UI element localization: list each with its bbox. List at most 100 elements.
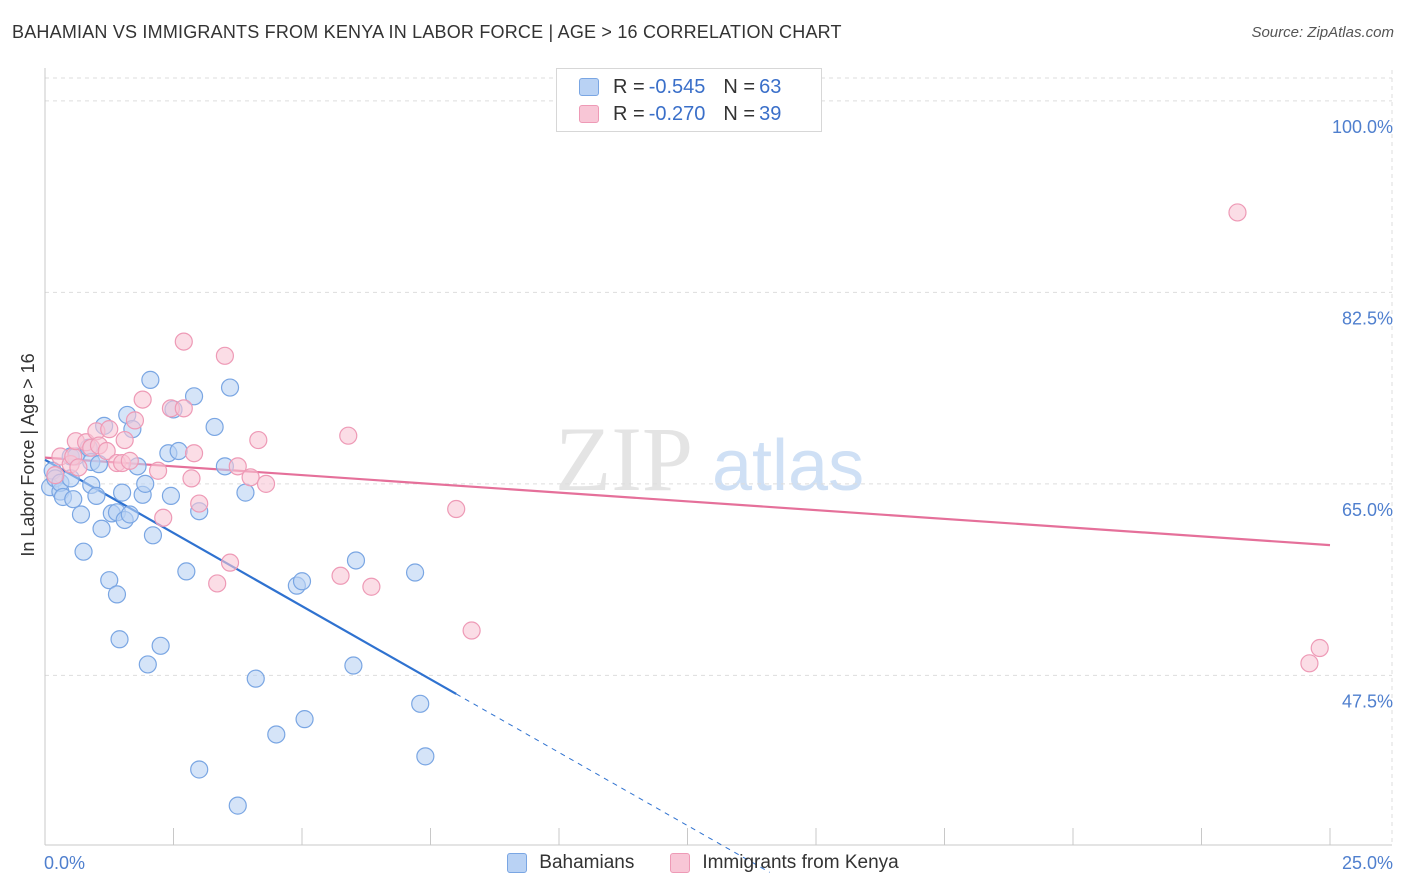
- point-bahamians: [344, 656, 363, 675]
- y-tick-label: 100.0%: [1332, 117, 1393, 137]
- point-bahamians: [143, 526, 163, 545]
- correlation-legend: R = -0.545 N = 63 R = -0.270 N = 39: [556, 68, 822, 132]
- point-kenya: [339, 426, 358, 445]
- point-kenya: [462, 621, 481, 640]
- point-kenya: [184, 444, 204, 463]
- point-bahamians: [87, 486, 106, 505]
- point-bahamians: [100, 571, 119, 590]
- point-kenya: [331, 566, 350, 585]
- r-value-kenya: -0.270: [648, 102, 706, 125]
- point-kenya: [208, 574, 227, 593]
- point-kenya: [220, 553, 240, 572]
- n-value-bahamians: 63: [759, 75, 782, 98]
- point-bahamians: [110, 630, 129, 649]
- point-kenya: [228, 457, 247, 476]
- legend-swatch-pink: [670, 853, 691, 873]
- y-tick-label: 82.5%: [1342, 308, 1393, 328]
- point-bahamians: [112, 483, 132, 502]
- point-bahamians: [161, 486, 181, 505]
- point-bahamians: [92, 519, 111, 538]
- point-kenya: [100, 420, 119, 439]
- point-bahamians: [71, 505, 91, 524]
- point-bahamians: [416, 747, 435, 766]
- point-bahamians: [74, 542, 93, 561]
- series-legend: Bahamians Immigrants from Kenya: [0, 852, 1406, 874]
- legend-item-bahamians[interactable]: Bahamians: [507, 852, 634, 874]
- r-label: R =: [613, 75, 645, 98]
- point-kenya: [241, 468, 260, 487]
- x-tick-label-max: 25.0%: [1342, 853, 1393, 873]
- point-bahamians: [184, 387, 204, 406]
- point-kenya: [148, 461, 168, 480]
- point-kenya: [133, 390, 152, 409]
- trend-extension-bahamians: [455, 693, 770, 873]
- point-kenya: [249, 430, 268, 450]
- point-bahamians: [405, 563, 425, 582]
- x-tick-label-min: 0.0%: [44, 853, 85, 873]
- point-bahamians: [120, 505, 139, 524]
- point-bahamians: [346, 551, 366, 570]
- n-label: N =: [723, 102, 756, 125]
- tick-labels: 100.0% 82.5% 65.0% 47.5% 0.0% 25.0%: [44, 117, 1393, 873]
- point-kenya: [215, 346, 234, 365]
- point-bahamians: [136, 474, 155, 493]
- point-kenya: [69, 458, 88, 477]
- point-bahamians: [267, 725, 286, 744]
- chart-title: BAHAMIAN VS IMMIGRANTS FROM KENYA IN LAB…: [12, 22, 842, 42]
- point-kenya: [1300, 654, 1319, 673]
- y-axis-label: In Labor Force | Age > 16: [18, 353, 38, 556]
- legend-swatch-pink: [579, 105, 599, 123]
- point-bahamians: [107, 585, 127, 604]
- point-bahamians: [177, 562, 196, 581]
- data-points: [41, 203, 1329, 815]
- point-kenya: [190, 494, 209, 513]
- point-bahamians: [236, 483, 255, 502]
- trend-line-kenya: [44, 456, 1331, 547]
- point-kenya: [182, 469, 201, 488]
- point-bahamians: [295, 710, 314, 729]
- point-bahamians: [64, 490, 83, 509]
- legend-label-kenya: Immigrants from Kenya: [702, 852, 899, 873]
- point-kenya: [362, 577, 381, 596]
- trend-line-bahamians: [44, 458, 457, 695]
- legend-row-kenya: R = -0.270 N = 39: [579, 101, 781, 127]
- trend-lines: [44, 456, 1331, 873]
- point-bahamians: [169, 441, 188, 461]
- legend-item-kenya[interactable]: Immigrants from Kenya: [670, 852, 899, 874]
- r-value-bahamians: -0.545: [648, 75, 706, 98]
- point-bahamians: [292, 572, 312, 591]
- point-kenya: [174, 332, 193, 351]
- point-bahamians: [190, 760, 209, 779]
- point-kenya: [46, 466, 65, 485]
- point-bahamians: [246, 669, 265, 688]
- y-tick-label: 47.5%: [1342, 691, 1393, 711]
- point-kenya: [256, 474, 276, 493]
- point-bahamians: [141, 370, 160, 389]
- point-kenya: [1228, 203, 1247, 222]
- legend-swatch-blue: [579, 78, 599, 96]
- point-bahamians: [220, 378, 240, 397]
- point-kenya: [154, 508, 173, 527]
- n-label: N =: [723, 75, 756, 98]
- y-tick-label: 65.0%: [1342, 500, 1393, 520]
- point-kenya: [447, 499, 466, 519]
- watermark-atlas: atlas: [712, 426, 864, 506]
- point-kenya: [120, 451, 139, 470]
- point-kenya: [174, 399, 193, 418]
- r-label: R =: [613, 102, 645, 125]
- point-kenya: [1310, 638, 1329, 658]
- n-value-kenya: 39: [759, 102, 782, 125]
- point-bahamians: [411, 694, 430, 713]
- point-bahamians: [151, 636, 170, 655]
- legend-swatch-blue: [507, 853, 528, 873]
- legend-label-bahamians: Bahamians: [539, 852, 635, 873]
- point-bahamians: [205, 417, 224, 437]
- point-bahamians: [228, 796, 247, 815]
- point-kenya: [125, 411, 145, 430]
- axes: [44, 68, 1392, 846]
- point-bahamians: [138, 655, 157, 674]
- point-kenya: [115, 430, 134, 450]
- source-credit: Source: ZipAtlas.com: [1251, 24, 1394, 41]
- legend-row-bahamians: R = -0.545 N = 63: [579, 74, 781, 100]
